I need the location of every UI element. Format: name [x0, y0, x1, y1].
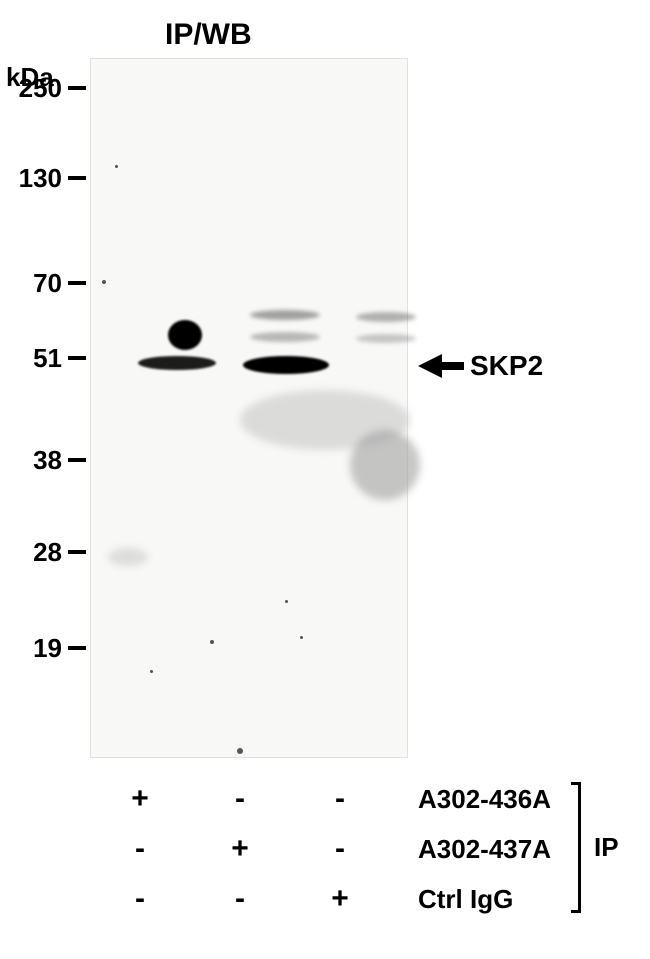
lane-symbol: +	[325, 882, 355, 916]
lane-symbol: -	[325, 782, 355, 816]
blot-smear	[108, 548, 148, 566]
mw-marker-label: 70	[2, 268, 62, 299]
blot-speck	[115, 165, 118, 168]
mw-marker-label: 38	[2, 445, 62, 476]
blot-band	[250, 332, 320, 342]
blot-band	[243, 356, 329, 374]
lane-symbol: -	[225, 882, 255, 916]
blot-band	[250, 310, 320, 320]
blot-speck	[237, 748, 243, 754]
blot-speck	[210, 640, 214, 644]
blot-band	[138, 356, 216, 370]
ip-bracket-label: IP	[594, 832, 619, 863]
lane-symbol: +	[125, 782, 155, 816]
mw-tick	[68, 176, 86, 180]
mw-tick	[68, 550, 86, 554]
blot-smear	[350, 430, 420, 500]
blot-band	[356, 334, 416, 343]
lane-symbol: +	[225, 832, 255, 866]
lane-symbol: -	[125, 882, 155, 916]
arrow-head-icon	[418, 354, 442, 378]
mw-tick	[68, 646, 86, 650]
lane-symbol: -	[125, 832, 155, 866]
figure-title: IP/WB	[165, 18, 252, 52]
blot-speck	[150, 670, 153, 673]
ip-bracket-line	[578, 782, 581, 910]
mw-tick	[68, 281, 86, 285]
blot-band	[356, 312, 416, 322]
target-band-arrow: SKP2	[418, 350, 543, 382]
lane-symbol: -	[325, 832, 355, 866]
ip-bracket-bottom-tab	[571, 910, 581, 913]
ip-bracket-top-tab	[571, 782, 581, 785]
antibody-row-label: A302-437A	[418, 834, 551, 865]
blot-speck	[102, 280, 106, 284]
antibody-row-label: A302-436A	[418, 784, 551, 815]
target-protein-label: SKP2	[470, 350, 543, 382]
mw-marker-label: 130	[2, 163, 62, 194]
mw-tick	[68, 356, 86, 360]
lane-symbol: -	[225, 782, 255, 816]
blot-speck	[300, 636, 303, 639]
blot-band	[168, 320, 202, 350]
antibody-row-label: Ctrl IgG	[418, 884, 513, 915]
mw-tick	[68, 86, 86, 90]
mw-tick	[68, 458, 86, 462]
blot-speck	[285, 600, 288, 603]
mw-marker-label: 28	[2, 537, 62, 568]
mw-marker-label: 250	[2, 73, 62, 104]
arrow-shaft	[442, 362, 464, 370]
mw-marker-label: 51	[2, 343, 62, 374]
mw-marker-label: 19	[2, 633, 62, 664]
